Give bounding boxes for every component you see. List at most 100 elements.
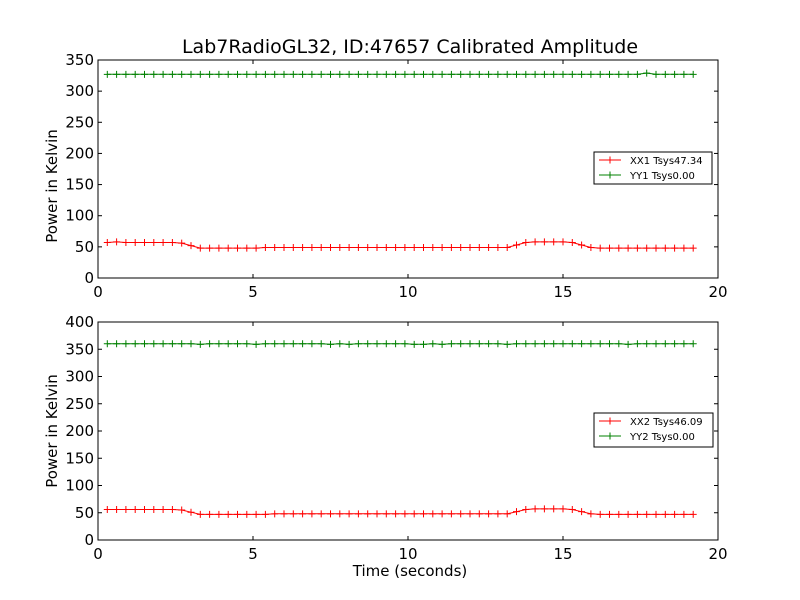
bottom-series-1-point xyxy=(327,340,334,348)
bottom-legend-marker xyxy=(606,432,614,440)
bottom-series-1-point xyxy=(271,340,279,348)
top-x-tick-label: 5 xyxy=(248,283,258,301)
bottom-series-1-point xyxy=(178,340,186,348)
bottom-series-1-point xyxy=(364,340,372,348)
bottom-series-1-point xyxy=(522,340,530,348)
bottom-series-0-point xyxy=(447,510,455,518)
top-legend-box xyxy=(593,151,713,185)
bottom-series-0-point xyxy=(633,510,641,518)
top-series-0-point xyxy=(206,244,214,252)
top-series-0-point xyxy=(373,243,381,251)
top-series-1-point xyxy=(280,70,288,78)
top-series-0-point xyxy=(438,243,446,251)
top-series-1-point xyxy=(438,70,446,78)
bottom-series-0-point xyxy=(401,510,409,518)
top-series-0-point xyxy=(382,243,390,251)
top-series-0-point xyxy=(354,243,362,251)
top-series-1-point xyxy=(289,70,297,78)
bottom-x-tick-label: 15 xyxy=(553,545,572,563)
bottom-series-0-point xyxy=(652,510,660,518)
top-y-tick-label: 200 xyxy=(65,144,94,162)
top-series-0-point xyxy=(150,238,158,246)
bottom-series-1-point xyxy=(187,340,195,348)
bottom-series-0-point xyxy=(661,510,669,518)
bottom-series-0-point xyxy=(671,510,679,518)
top-series-0-point xyxy=(345,243,353,251)
bottom-x-tick-label: 10 xyxy=(398,545,417,563)
bottom-series-0-point xyxy=(494,510,502,518)
top-plot-marks xyxy=(103,69,697,252)
top-series-0-point xyxy=(522,238,530,246)
bottom-series-0-point xyxy=(643,510,651,518)
top-series-0-point xyxy=(615,244,623,252)
top-series-1-point xyxy=(540,70,548,78)
chart-title: Lab7RadioGL32, ID:47657 Calibrated Ampli… xyxy=(182,36,638,58)
bottom-series-1-point xyxy=(633,340,641,348)
top-series-1-point xyxy=(308,70,316,78)
top-series-0-point xyxy=(261,243,269,251)
top-series-0-point xyxy=(494,243,502,251)
top-series-1-point xyxy=(494,70,502,78)
top-series-1-point xyxy=(680,70,688,78)
bottom-series-1-point xyxy=(373,340,381,348)
bottom-series-0-point xyxy=(187,508,195,516)
top-series-0-point xyxy=(503,243,511,251)
top-series-1-point xyxy=(550,70,558,78)
bottom-series-1-point xyxy=(596,340,604,348)
bottom-series-0-point xyxy=(475,510,483,518)
bottom-series-0-point xyxy=(606,510,613,518)
top-series-0-point xyxy=(680,244,688,252)
bottom-series-1-point xyxy=(150,340,158,348)
top-series-1-point xyxy=(345,70,353,78)
top-series-1-point xyxy=(131,70,139,78)
top-series-1-point xyxy=(466,70,474,78)
bottom-legend-box xyxy=(593,412,714,448)
top-series-0-point xyxy=(103,238,111,246)
bottom-series-1-point xyxy=(494,340,502,348)
top-x-tick-label: 0 xyxy=(93,283,103,301)
top-series-0-point xyxy=(317,243,325,251)
bottom-series-1-point xyxy=(159,340,167,348)
bottom-series-0-point xyxy=(531,505,539,513)
top-series-1-point xyxy=(243,70,251,78)
bottom-series-0-point xyxy=(141,505,148,513)
bottom-legend-label: YY2 Tsys0.00 xyxy=(629,432,695,443)
top-series-0-point xyxy=(550,238,558,246)
top-series-0-point xyxy=(178,239,186,247)
bottom-plot-marks xyxy=(103,340,697,518)
top-series-0-point xyxy=(606,244,613,252)
bottom-series-0-point xyxy=(122,505,130,513)
top-series-0-point xyxy=(299,243,307,251)
bottom-series-0-point xyxy=(159,505,167,513)
top-series-1-point xyxy=(559,70,567,78)
bottom-series-0-point xyxy=(680,510,688,518)
top-series-1-point xyxy=(596,70,604,78)
bottom-series-1-point xyxy=(531,340,539,348)
top-series-1-point xyxy=(187,70,195,78)
top-series-1-point xyxy=(457,70,465,78)
bottom-series-0-point xyxy=(131,505,139,513)
top-series-0-point xyxy=(689,244,697,252)
top-y-tick-label: 0 xyxy=(84,269,94,287)
top-series-0-point xyxy=(410,243,418,251)
bottom-series-0-point xyxy=(168,505,176,513)
bottom-series-0-point xyxy=(540,505,548,513)
top-series-0-point xyxy=(234,244,241,252)
bottom-series-1-point xyxy=(308,340,316,348)
bottom-series-0-point xyxy=(382,510,390,518)
top-series-1-point xyxy=(568,70,576,78)
bottom-series-0-line xyxy=(107,508,694,515)
top-series-1-point xyxy=(522,70,530,78)
bottom-y-tick-label: 250 xyxy=(65,395,94,413)
top-series-0-point xyxy=(624,244,632,252)
bottom-series-1-point xyxy=(513,340,520,348)
bottom-series-0-point xyxy=(289,510,297,518)
top-series-1-point xyxy=(336,70,344,78)
top-series-1-point xyxy=(689,70,697,78)
bottom-series-0-point xyxy=(373,510,381,518)
bottom-series-1-point xyxy=(243,340,251,348)
bottom-series-0-point xyxy=(624,510,632,518)
top-series-0-point xyxy=(429,243,437,251)
top-series-0-point xyxy=(327,243,334,251)
